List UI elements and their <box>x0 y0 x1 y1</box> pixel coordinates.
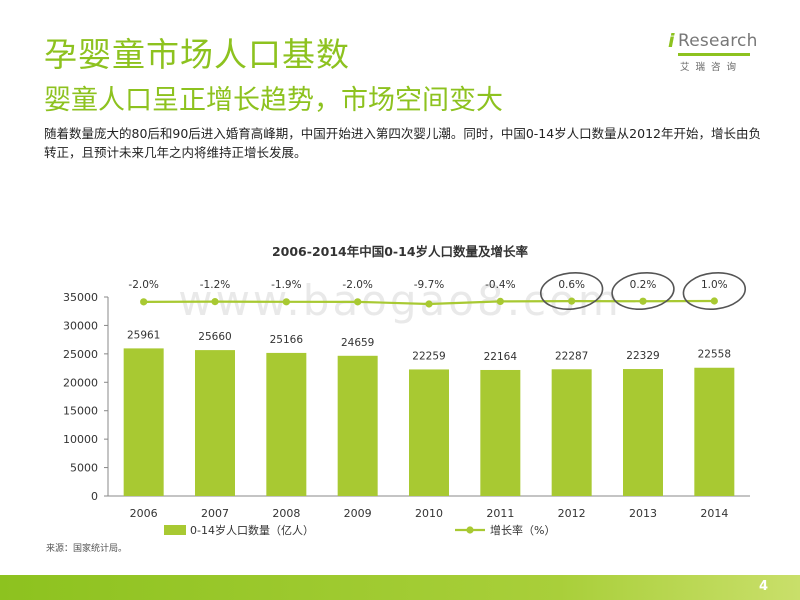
growth-rate-label: -0.4% <box>485 279 515 291</box>
y-tick-label: 35000 <box>63 291 98 304</box>
y-tick-label: 0 <box>91 490 98 503</box>
bar-value-label: 25961 <box>127 329 160 341</box>
y-tick-label: 20000 <box>63 376 98 389</box>
bar-2013 <box>623 369 663 496</box>
logo-mark: i <box>668 30 675 52</box>
x-tick-label: 2008 <box>272 507 300 520</box>
bar-2006 <box>123 348 164 496</box>
bar-2012 <box>551 369 592 496</box>
y-tick-label: 30000 <box>63 319 98 332</box>
logo-underline <box>678 53 750 56</box>
chart-title: 2006-2014年中国0-14岁人口数量及增长率 <box>272 244 529 259</box>
chart-legend: 0-14岁人口数量（亿人） 增长率（%） <box>164 523 555 537</box>
x-tick-label: 2012 <box>558 507 586 520</box>
highlight-circle-2013 <box>611 272 675 310</box>
highlight-circle-2012 <box>539 272 604 310</box>
population-chart: 2006-2014年中国0-14岁人口数量及增长率 www.baogao8.co… <box>63 244 750 537</box>
bar-value-label: 25166 <box>270 334 304 346</box>
growth-line-series: -2.0% -1.2% -1.9% -2.0% -9.7% -0.4% 0.6% 0.2% 1.… <box>128 279 728 308</box>
page-number: 4 <box>758 579 768 594</box>
growth-point-2012 <box>568 297 576 305</box>
growth-rate-label: -1.2% <box>200 279 230 291</box>
bar-value-label: 22329 <box>626 350 659 362</box>
x-tick-label: 2006 <box>130 507 158 520</box>
x-tick-label: 2011 <box>486 507 514 520</box>
legend-line-marker <box>466 526 474 534</box>
x-tick-label: 2009 <box>344 507 372 520</box>
growth-point-2011 <box>496 297 504 305</box>
highlight-circle-2014 <box>682 272 747 310</box>
growth-rate-label: -9.7% <box>414 279 444 291</box>
y-tick-label: 10000 <box>63 433 98 446</box>
y-tick-label: 5000 <box>70 462 98 475</box>
source-note: 来源：国家统计局。 <box>46 544 128 554</box>
bar-value-label: 24659 <box>341 337 374 349</box>
bar-value-label: 22287 <box>555 350 588 362</box>
bar-value-label: 22164 <box>484 351 518 363</box>
y-tick-label: 25000 <box>63 348 98 361</box>
growth-point-2006 <box>140 298 148 306</box>
bar-2011 <box>480 369 521 496</box>
x-tick-label: 2014 <box>700 507 728 520</box>
x-tick-label: 2010 <box>415 507 443 520</box>
y-tick-label: 15000 <box>63 405 98 418</box>
growth-point-2010 <box>425 300 433 308</box>
x-tick-label: 2007 <box>201 507 229 520</box>
bar-value-label: 22259 <box>412 350 445 362</box>
growth-rate-label: -1.9% <box>271 279 301 291</box>
bar-2007 <box>195 350 235 496</box>
growth-point-2009 <box>354 298 362 306</box>
growth-rate-label: 0.2% <box>630 279 657 291</box>
logo-name: Research <box>678 31 758 51</box>
growth-rate-label: -2.0% <box>128 279 158 291</box>
legend-line-label: 增长率（%） <box>490 523 555 537</box>
iresearch-logo: i Research 艾瑞咨询 <box>668 28 758 74</box>
growth-point-2014 <box>710 297 718 305</box>
legend-bar-swatch <box>164 525 186 535</box>
bar-2010 <box>409 369 449 496</box>
bar-2014 <box>694 367 735 496</box>
bar-series: 25961 2006 25660 2007 25166 2008 24659 2009 2225… <box>123 329 735 520</box>
growth-rate-label: 0.6% <box>558 279 585 291</box>
bar-value-label: 22558 <box>698 349 731 361</box>
page-description: 随着数量庞大的80后和90后进入婚育高峰期，中国开始进入第四次婴儿潮。同时，中国… <box>44 126 761 160</box>
growth-point-2007 <box>211 298 219 306</box>
logo-chinese-name: 艾瑞咨询 <box>680 62 743 73</box>
legend-bar-label: 0-14岁人口数量（亿人） <box>190 523 314 537</box>
bar-value-label: 25660 <box>198 331 231 343</box>
footer-bar: 4 <box>0 575 800 600</box>
growth-rate-label: -2.0% <box>342 279 372 291</box>
x-tick-label: 2013 <box>629 507 657 520</box>
growth-point-2008 <box>282 298 290 306</box>
highlight-circles <box>539 272 747 310</box>
bar-2008 <box>266 352 307 496</box>
page-title: 孕婴童市场人口基数 <box>44 35 350 74</box>
bar-2009 <box>337 355 378 496</box>
growth-rate-label: 1.0% <box>701 279 728 291</box>
page-subtitle: 婴童人口呈正增长趋势，市场空间变大 <box>44 85 503 116</box>
growth-point-2013 <box>639 297 647 305</box>
